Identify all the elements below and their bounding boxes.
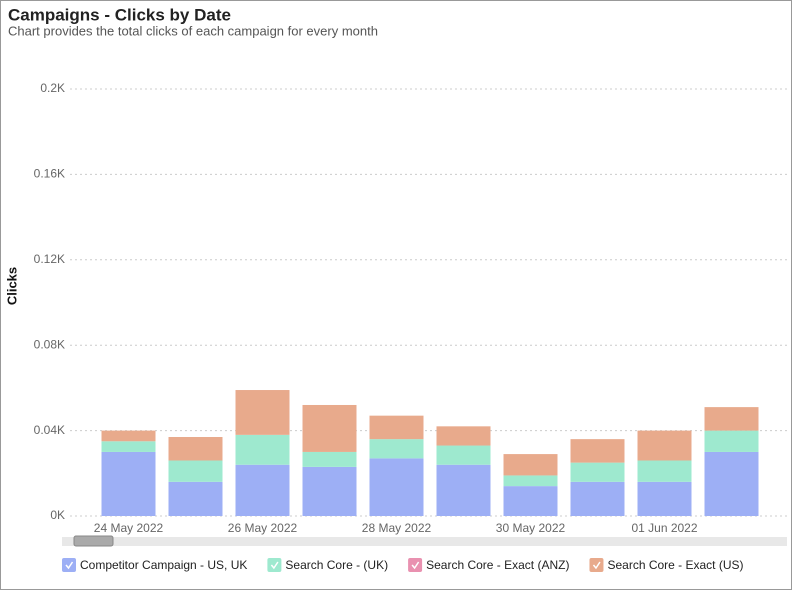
bar-segment[interactable] bbox=[369, 458, 424, 516]
bar-segment[interactable] bbox=[436, 464, 491, 516]
legend-label: Search Core - (UK) bbox=[285, 558, 388, 572]
bar-segment[interactable] bbox=[168, 437, 223, 461]
bar-segment[interactable] bbox=[704, 430, 759, 452]
x-tick-label: 01 Jun 2022 bbox=[631, 521, 697, 535]
bar-segment[interactable] bbox=[101, 441, 156, 452]
bar-segment[interactable] bbox=[637, 430, 692, 461]
y-tick-label: 0.2K bbox=[40, 81, 65, 95]
bar-segment[interactable] bbox=[369, 439, 424, 459]
legend-swatch bbox=[589, 558, 604, 572]
legend-item[interactable]: Search Core - Exact (US) bbox=[589, 558, 744, 572]
bar-segment[interactable] bbox=[503, 475, 558, 487]
x-tick-label: 28 May 2022 bbox=[362, 521, 432, 535]
legend-item[interactable]: Competitor Campaign - US, UK bbox=[62, 558, 247, 572]
legend-label: Search Core - Exact (US) bbox=[607, 558, 743, 572]
legend-swatch bbox=[267, 558, 282, 572]
legend-label: Search Core - Exact (ANZ) bbox=[426, 558, 569, 572]
scrollbar-track[interactable] bbox=[62, 537, 787, 546]
y-tick-label: 0.08K bbox=[34, 337, 65, 351]
bar-segment[interactable] bbox=[570, 462, 625, 482]
bar-segment[interactable] bbox=[637, 460, 692, 482]
legend-swatch bbox=[408, 558, 423, 572]
bar-segment[interactable] bbox=[570, 481, 625, 516]
bar-segment[interactable] bbox=[503, 454, 558, 476]
bar-segment[interactable] bbox=[704, 451, 759, 516]
bar-segment[interactable] bbox=[436, 426, 491, 446]
chart-title: Campaigns - Clicks by Date bbox=[8, 5, 231, 24]
bar-segment[interactable] bbox=[235, 464, 290, 516]
bar-segment[interactable] bbox=[101, 451, 156, 516]
legend-check bbox=[411, 561, 420, 570]
scrollbar-thumb[interactable] bbox=[73, 535, 114, 547]
x-tick-label: 26 May 2022 bbox=[228, 521, 298, 535]
bar-segment[interactable] bbox=[637, 481, 692, 516]
y-tick-label: 0.04K bbox=[34, 423, 65, 437]
y-tick-label: 0.12K bbox=[34, 252, 65, 266]
x-tick-label: 24 May 2022 bbox=[94, 521, 164, 535]
chart-subtitle: Chart provides the total clicks of each … bbox=[8, 23, 378, 38]
bar-segment[interactable] bbox=[302, 451, 357, 467]
bar-segment[interactable] bbox=[503, 486, 558, 516]
legend-label: Competitor Campaign - US, UK bbox=[80, 558, 247, 572]
bar-segment[interactable] bbox=[168, 481, 223, 516]
legend-check bbox=[270, 561, 279, 570]
y-tick-label: 0K bbox=[50, 508, 65, 522]
y-tick-label: 0.16K bbox=[34, 167, 65, 181]
legend-check bbox=[65, 561, 74, 570]
bar-segment[interactable] bbox=[570, 439, 625, 463]
legend-item[interactable]: Search Core - (UK) bbox=[267, 558, 388, 572]
bar-segment[interactable] bbox=[302, 466, 357, 516]
legend-item[interactable]: Search Core - Exact (ANZ) bbox=[408, 558, 569, 572]
bar-segment[interactable] bbox=[235, 390, 290, 435]
bar-segment[interactable] bbox=[302, 404, 357, 452]
bar-segment[interactable] bbox=[168, 460, 223, 482]
x-tick-label: 30 May 2022 bbox=[496, 521, 566, 535]
legend-swatch bbox=[62, 558, 76, 572]
bar-segment[interactable] bbox=[436, 445, 491, 465]
y-axis-label: Clicks bbox=[4, 267, 19, 305]
bar-segment[interactable] bbox=[101, 430, 156, 442]
legend-check bbox=[592, 561, 601, 570]
bar-segment[interactable] bbox=[704, 407, 759, 431]
bar-segment[interactable] bbox=[235, 434, 290, 465]
bar-segment[interactable] bbox=[369, 415, 424, 440]
